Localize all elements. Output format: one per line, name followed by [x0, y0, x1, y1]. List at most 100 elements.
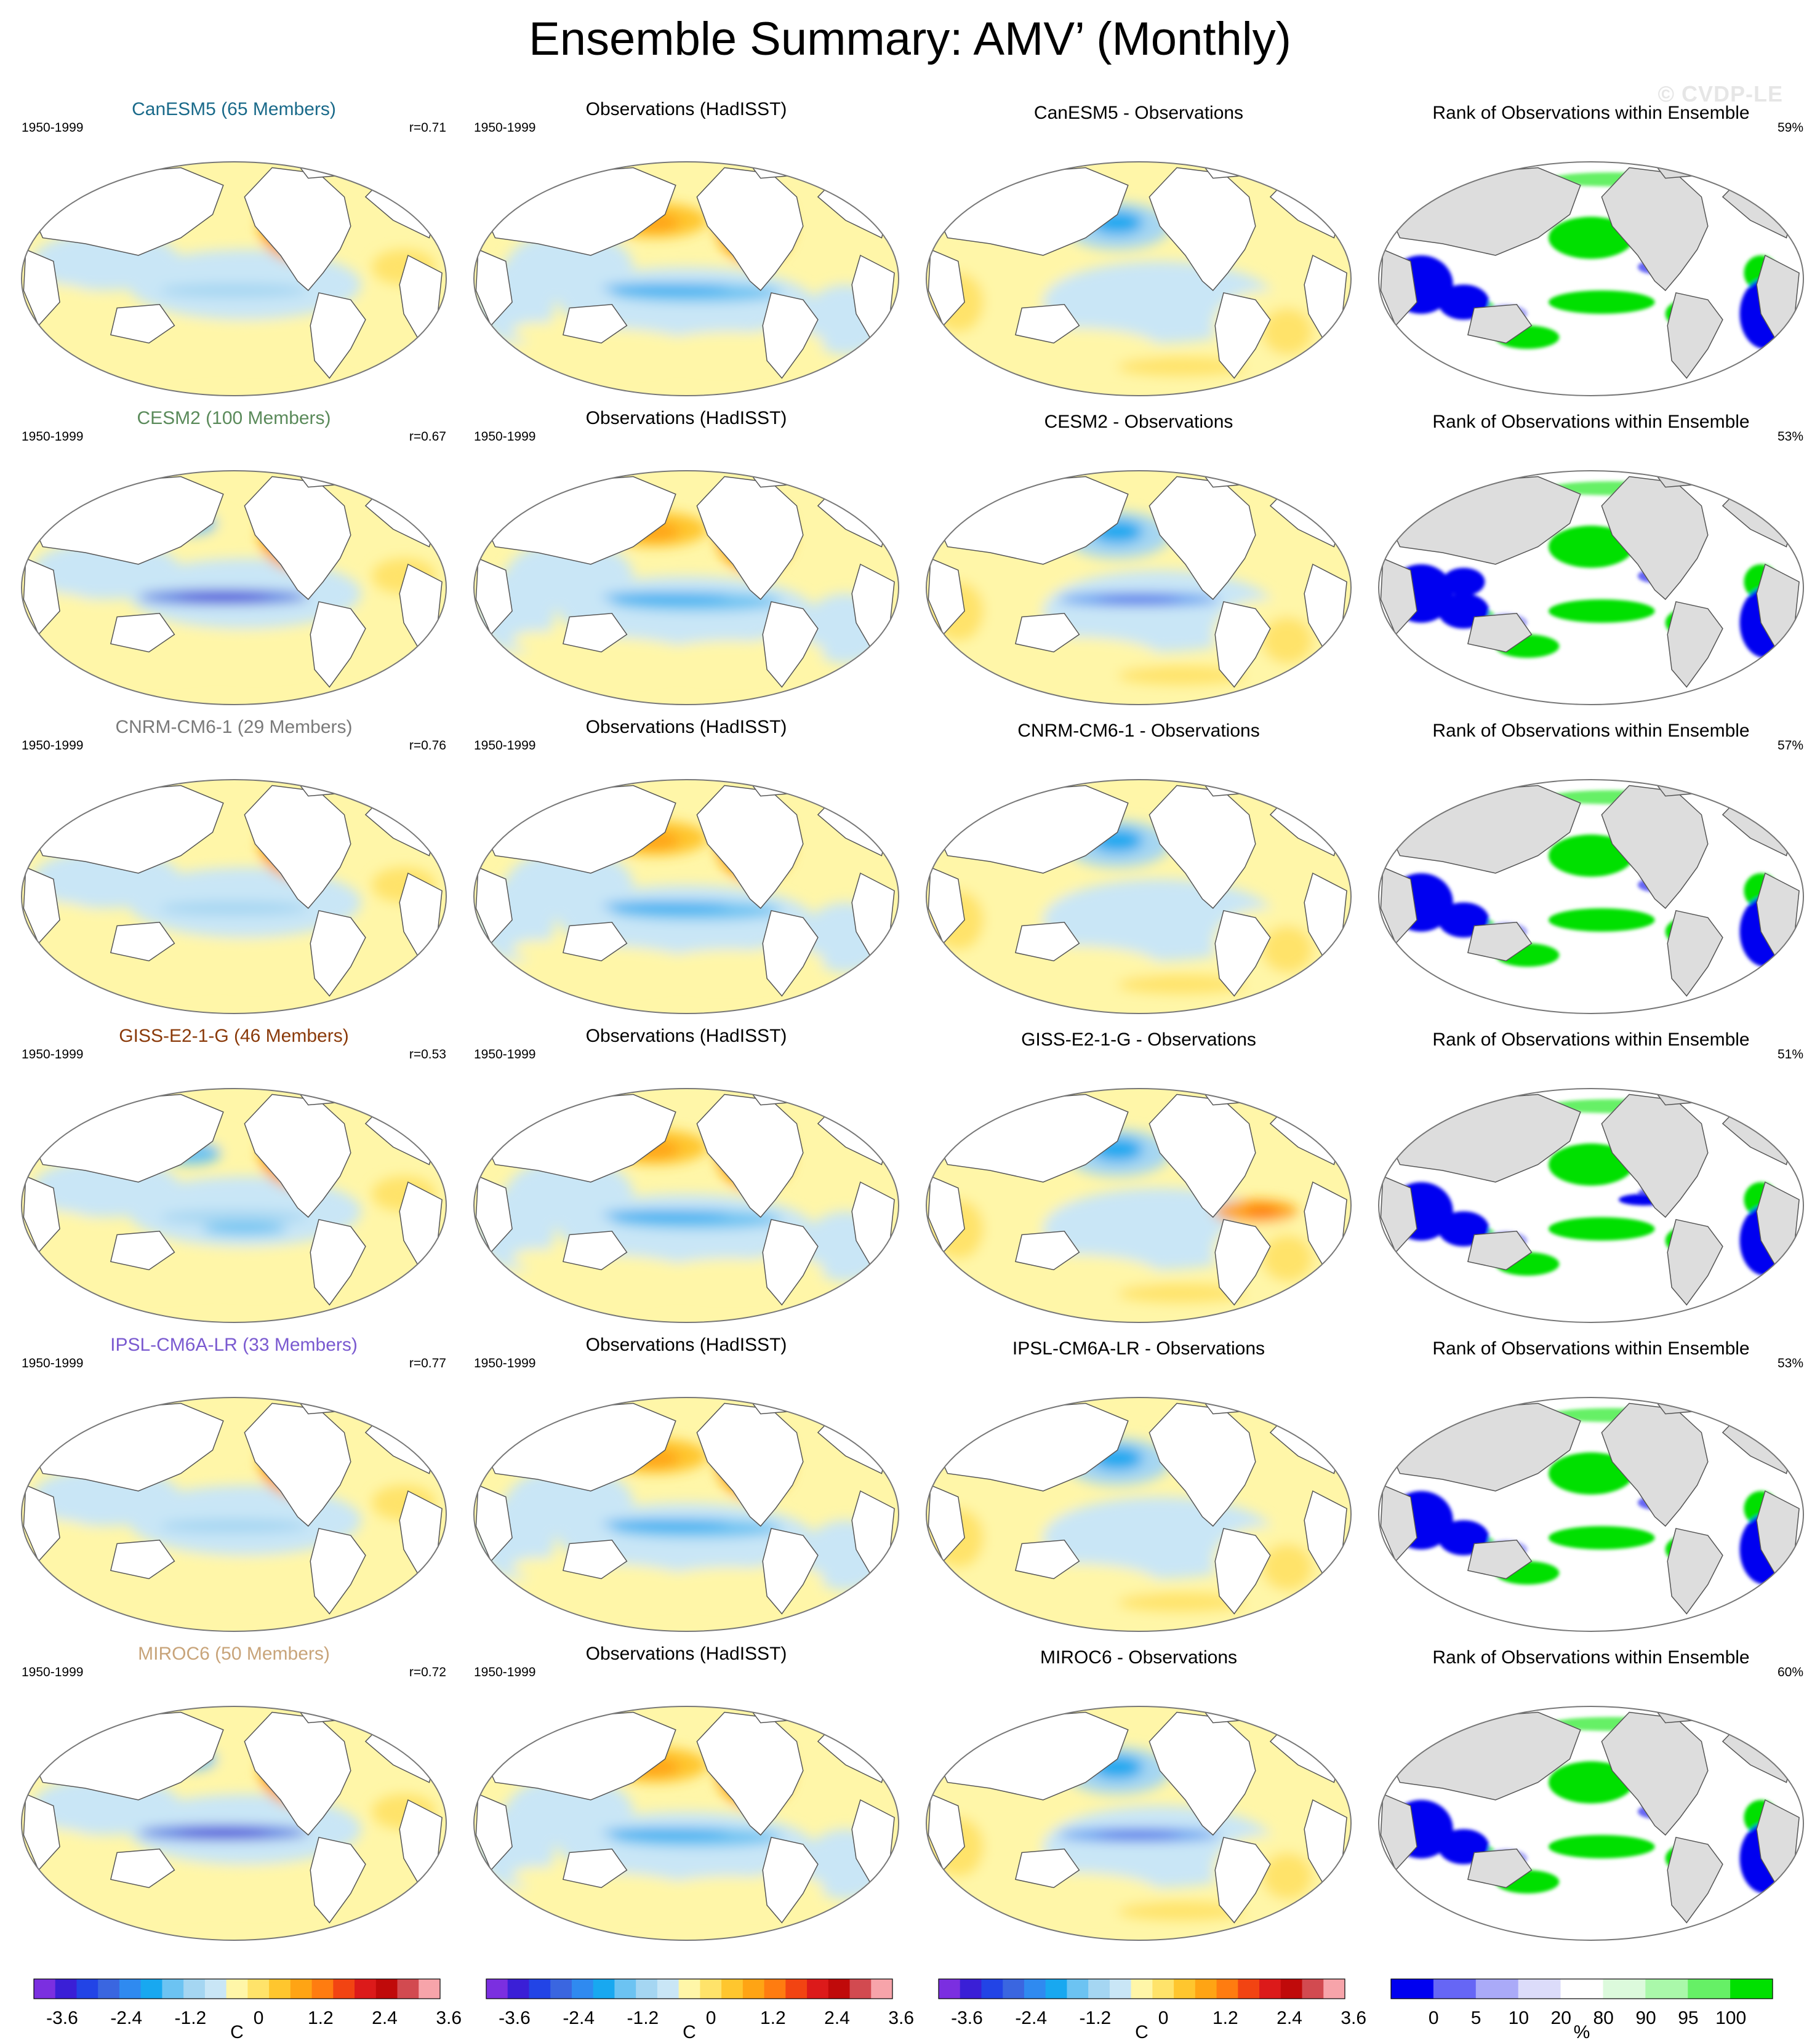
landmass-africaW	[1380, 1484, 1417, 1562]
watermark: © CVDP-LE	[1658, 81, 1783, 106]
panel-rank: Rank of Observations within Ensemble 53%	[1366, 406, 1816, 714]
colorbar-tick-label: -3.6	[46, 2008, 78, 2028]
colorbar-swatch	[486, 1979, 508, 1999]
colorbar-swatch	[269, 1979, 291, 1999]
field-blob	[512, 1557, 563, 1577]
landmass-australia	[1014, 1231, 1080, 1271]
panel-title: IPSL-CM6A-LR - Observations	[1012, 1338, 1265, 1359]
colorbar-swatch	[162, 1979, 184, 1999]
panel-diff: CESM2 - Observations	[914, 406, 1363, 714]
map-outline	[1378, 161, 1804, 396]
map-outline	[21, 1706, 447, 1941]
field-blob	[176, 1828, 270, 1837]
landmass-africaW	[23, 1793, 60, 1871]
map-obs	[473, 470, 899, 705]
panel-title: CNRM-CM6-1 - Observations	[1017, 721, 1260, 741]
landmass-northAmerica	[244, 1402, 351, 1527]
panel-title: Observations (HadISST)	[585, 717, 787, 737]
map-obs	[473, 1088, 899, 1323]
map-outline	[473, 1397, 899, 1632]
panel-title: IPSL-CM6A-LR (33 Members)	[110, 1335, 358, 1355]
map-outline	[473, 161, 899, 396]
landmass-australia	[562, 1540, 628, 1580]
field-blob	[1549, 1761, 1634, 1804]
field-blob	[180, 322, 330, 364]
panel-period: 1950-1999	[22, 1047, 84, 1061]
panel-period: 1950-1999	[474, 738, 536, 753]
colorbar-tick-label: 3.6	[888, 2008, 915, 2028]
panel-stat: r=0.76	[409, 738, 446, 753]
panel-rank: Rank of Observations within Ensemble 51%	[1366, 1024, 1816, 1332]
landmass-australia	[562, 1231, 628, 1271]
colorbar-swatch	[333, 1979, 355, 1999]
field-blob	[180, 940, 330, 982]
field-blob	[1262, 1543, 1313, 1591]
landmass-australia	[1014, 1540, 1080, 1580]
field-blob	[1549, 599, 1655, 623]
colorbar-swatch	[1302, 1979, 1324, 1999]
field-blob	[180, 631, 330, 673]
colorbar-swatch	[849, 1979, 872, 1999]
panel-title: Rank of Observations within Ensemble	[1432, 721, 1750, 741]
colorbar-swatch	[593, 1979, 615, 1999]
map-obs	[473, 161, 899, 396]
landmass-northAmerica	[696, 1711, 804, 1836]
map-outline	[473, 470, 899, 705]
panel-title: Observations (HadISST)	[585, 99, 787, 119]
colorbar-swatch	[1688, 1979, 1731, 1999]
field-blob	[512, 1866, 563, 1885]
field-blob	[601, 1828, 729, 1837]
field-blob	[1549, 1835, 1655, 1858]
landmass-africaW	[23, 1175, 60, 1253]
field-blob	[159, 1210, 308, 1225]
colorbar-tick-label: 10	[1508, 2008, 1529, 2028]
map-rank	[1378, 1397, 1804, 1632]
field-blob	[601, 1519, 729, 1529]
colorbar-swatch	[1216, 1979, 1238, 1999]
field-blob	[1549, 1143, 1634, 1186]
colorbar-swatch	[76, 1979, 98, 1999]
colorbar-swatch	[1475, 1979, 1519, 1999]
landmass-northAmerica	[244, 785, 351, 910]
map-outline	[926, 779, 1352, 1014]
field-blob	[601, 1210, 729, 1220]
landmass-northAmerica	[1601, 167, 1709, 292]
landmass-southAmerica	[1214, 1527, 1271, 1615]
field-blob	[601, 283, 729, 293]
landmass-africaW	[928, 1484, 965, 1562]
map-outline	[1378, 1088, 1804, 1323]
colorbar-tick-label: -2.4	[110, 2008, 143, 2028]
landmass-southAmerica	[310, 292, 366, 379]
panel-stat: 60%	[1777, 1665, 1803, 1679]
colorbar-tick-label: 95	[1678, 2008, 1699, 2028]
landmass-africaW	[475, 1175, 513, 1253]
colorbar-swatch	[419, 1979, 441, 1999]
landmass-africaW	[475, 866, 513, 945]
colorbar-model: -3.6 -2.4 -1.2 0 1.2 2.4 3.6 C	[28, 1972, 462, 2042]
panel-model: IPSL-CM6A-LR (33 Members) 1950-1999 r=0.77	[9, 1333, 459, 1641]
field-blob	[601, 901, 729, 911]
panel-title: GISS-E2-1-G - Observations	[1021, 1029, 1256, 1050]
map-model	[21, 779, 447, 1014]
landmass-australia	[1014, 1849, 1080, 1889]
panel-obs: Observations (HadISST) 1950-1999	[462, 406, 911, 714]
field-blob	[1117, 1901, 1245, 1921]
colorbar-tick-label: 0	[253, 2008, 264, 2028]
colorbar-swatch	[204, 1979, 227, 1999]
field-blob	[1096, 596, 1181, 603]
map-rank	[1378, 1706, 1804, 1941]
colorbar-swatch	[183, 1979, 206, 1999]
colorbar-tick-label: 0	[1158, 2008, 1169, 2028]
landmass-northAmerica	[1149, 1711, 1256, 1836]
panel-stat: r=0.72	[409, 1665, 446, 1679]
colorbar-tick-label: 3.6	[436, 2008, 462, 2028]
map-outline	[1378, 1397, 1804, 1632]
colorbar-tick-label: -1.2	[174, 2008, 207, 2028]
field-blob	[1549, 908, 1655, 932]
field-blob	[1262, 1234, 1313, 1282]
landmass-northAmerica	[696, 785, 804, 910]
landmass-australia	[1467, 613, 1533, 653]
landmass-southAmerica	[1667, 292, 1723, 379]
colorbar-tick-label: 1.2	[760, 2008, 786, 2028]
landmass-australia	[1467, 1231, 1533, 1271]
